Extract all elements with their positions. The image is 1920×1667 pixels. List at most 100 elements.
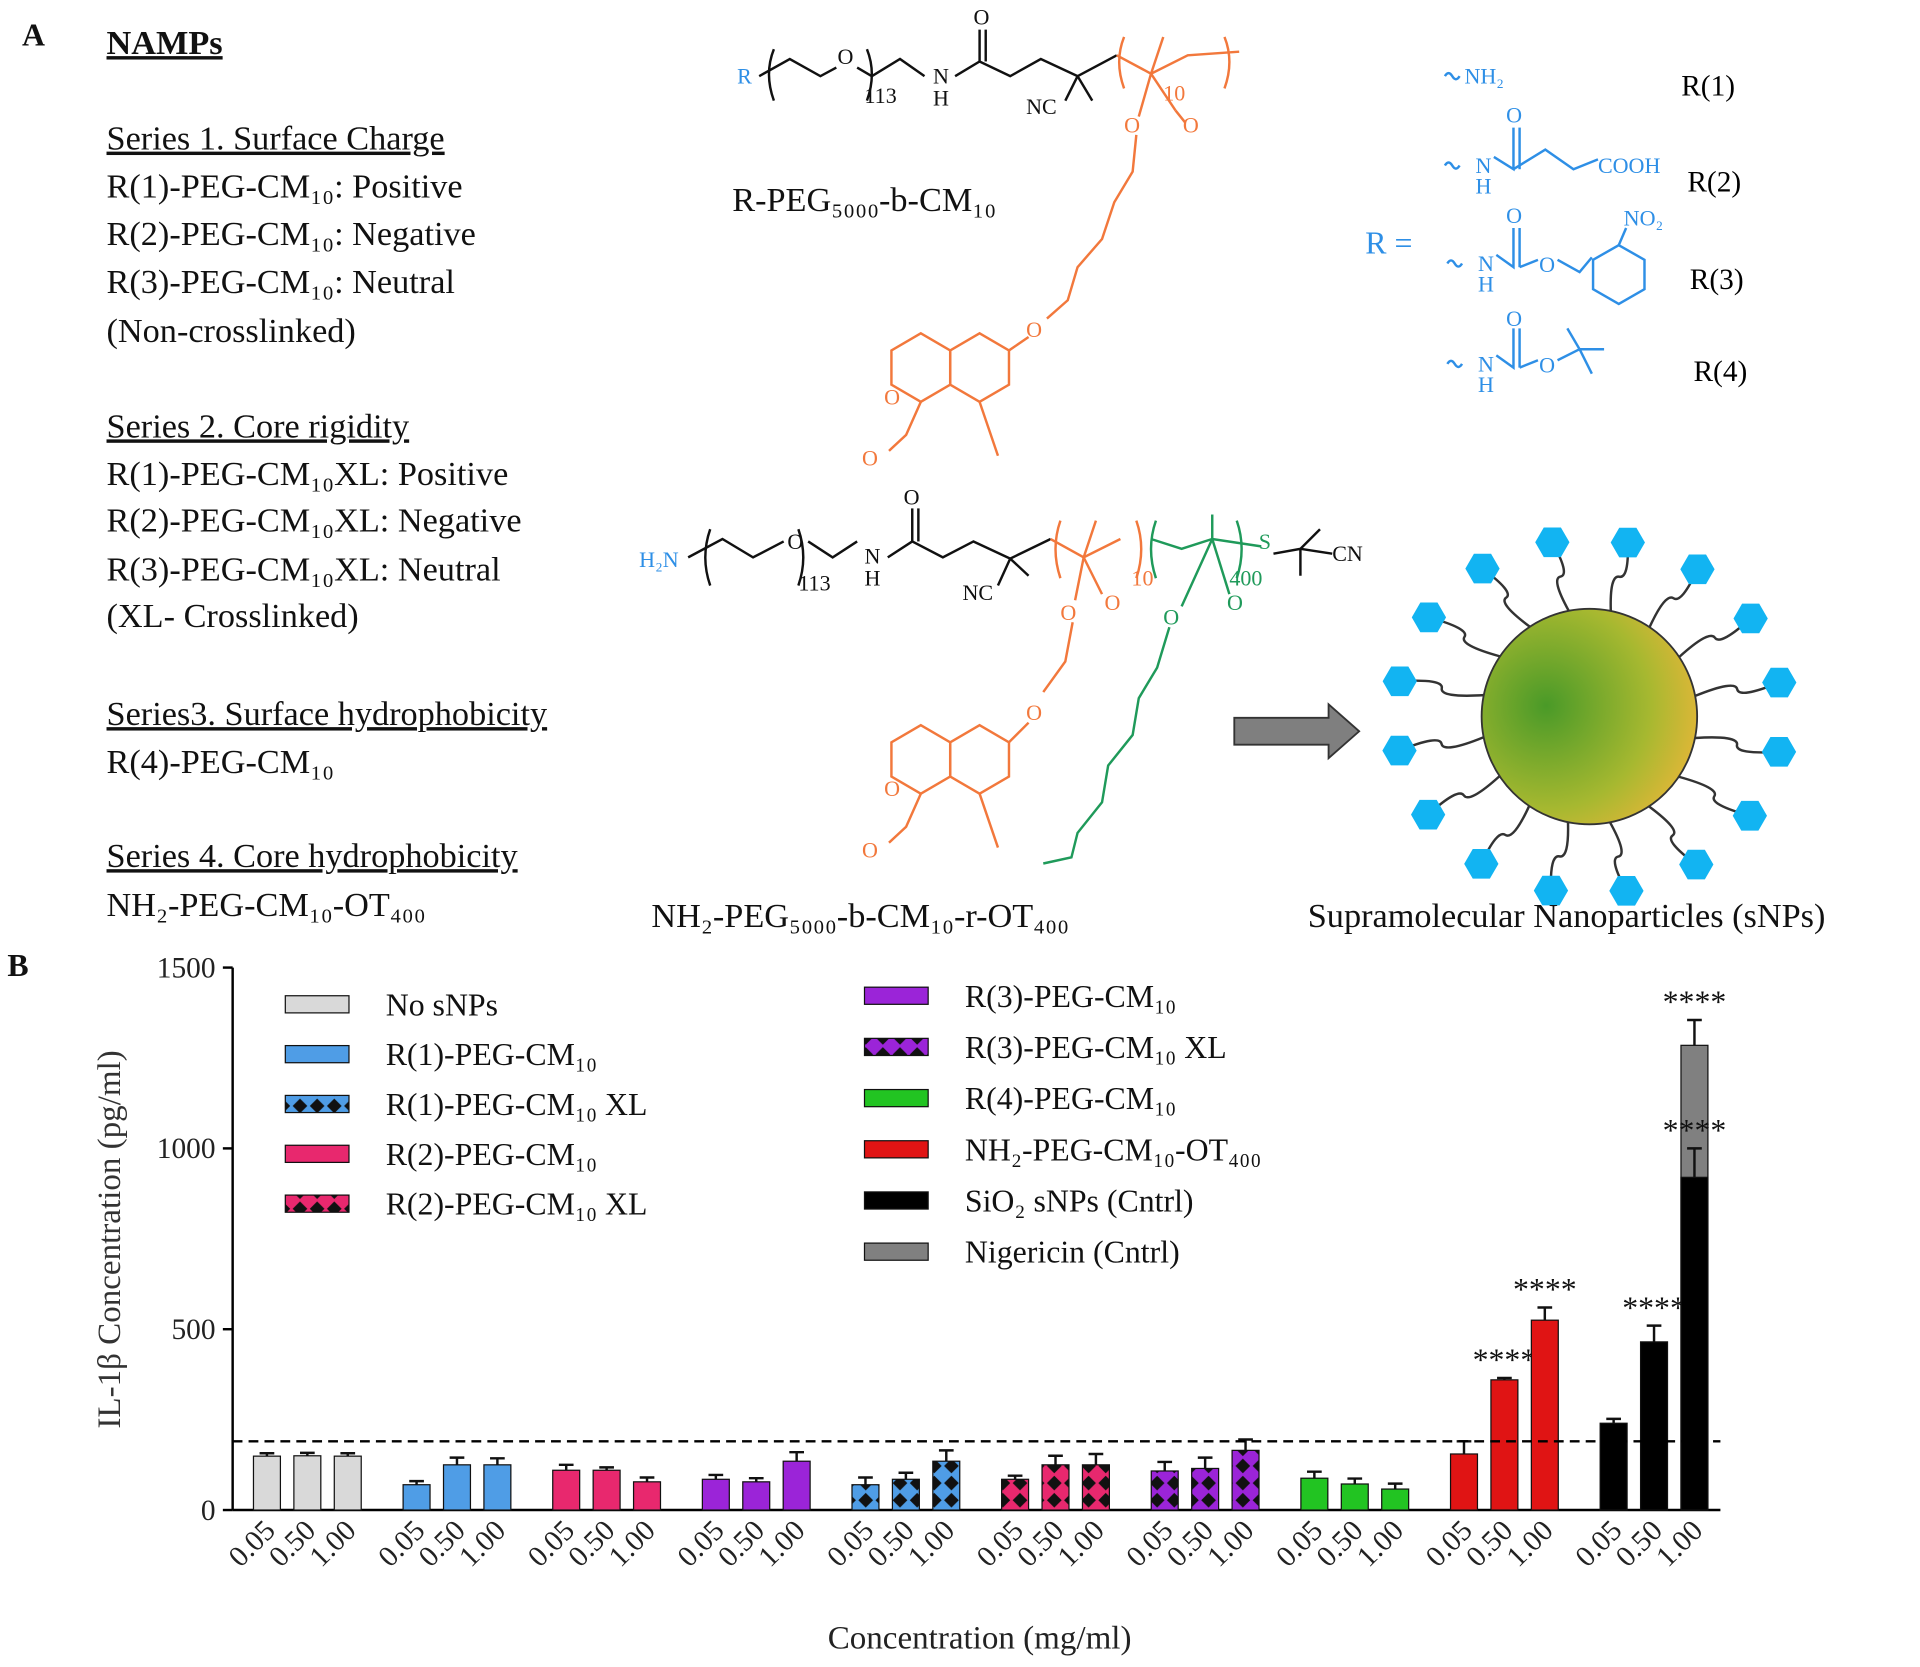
ligand-head bbox=[1465, 553, 1500, 584]
ligand-head bbox=[1464, 848, 1499, 879]
legend-label: R(1)-PEG-CM₁₀ XL bbox=[386, 1087, 648, 1122]
structure-line bbox=[978, 401, 1000, 457]
atom-label: O bbox=[884, 776, 900, 801]
atom-label: H bbox=[1476, 174, 1492, 199]
structure-line bbox=[1137, 73, 1153, 117]
legend-label: R(2)-PEG-CM₁₀ bbox=[386, 1137, 597, 1172]
atom-label: N bbox=[1478, 251, 1494, 276]
atom-label: H bbox=[864, 566, 880, 591]
significance-label: **** bbox=[1663, 985, 1727, 1020]
significance-label: **** bbox=[1622, 1290, 1686, 1325]
atom-label: NO₂ bbox=[1624, 206, 1664, 231]
atom-label: O bbox=[1506, 103, 1522, 128]
ligand bbox=[1694, 681, 1780, 698]
x-tick-label: 1.00 bbox=[304, 1514, 363, 1573]
error-bar bbox=[259, 1452, 275, 1457]
structure-line bbox=[1116, 50, 1240, 76]
error-bar bbox=[789, 1450, 804, 1462]
ligand-head bbox=[1761, 736, 1797, 767]
structure-line bbox=[1495, 227, 1515, 270]
error-bar bbox=[1537, 1306, 1553, 1321]
atom-label: 113 bbox=[864, 83, 896, 108]
series-line: R(3)-PEG-CM₁₀XL: Neutral bbox=[107, 551, 501, 589]
error-bar bbox=[858, 1476, 873, 1485]
atom-label: O bbox=[838, 44, 854, 69]
structure-line bbox=[1443, 161, 1461, 170]
series-heading: Series3. Surface hydrophobicity bbox=[107, 695, 548, 733]
bar bbox=[1191, 1467, 1220, 1511]
atom-label: S bbox=[1259, 529, 1271, 554]
ligand bbox=[1551, 541, 1570, 612]
bar bbox=[742, 1481, 771, 1511]
ligand bbox=[1678, 617, 1752, 658]
structure-line bbox=[1512, 148, 1599, 171]
structure-line bbox=[1149, 36, 1165, 75]
legend-swatch bbox=[284, 1044, 350, 1064]
legend-swatch bbox=[863, 986, 929, 1005]
ligand bbox=[1678, 775, 1751, 817]
structure-caption: R-PEG₅₀₀₀-b-CM₁₀ bbox=[732, 181, 996, 219]
structure-line bbox=[1443, 71, 1461, 81]
bar bbox=[1081, 1464, 1110, 1511]
legend-swatch bbox=[863, 1140, 929, 1159]
ligand-head bbox=[1732, 800, 1768, 831]
structure-line bbox=[948, 331, 1011, 404]
atom-label: COOH bbox=[1598, 153, 1661, 178]
error-bar bbox=[490, 1457, 505, 1465]
error-bar bbox=[599, 1466, 614, 1471]
bar bbox=[252, 1455, 282, 1511]
series-line: R(2)-PEG-CM₁₀: Negative bbox=[107, 215, 476, 253]
bar bbox=[1639, 1341, 1669, 1511]
legend-label: R(3)-PEG-CM₁₀ XL bbox=[965, 1030, 1227, 1065]
x-tick-label: 1.00 bbox=[902, 1514, 961, 1573]
structure-line bbox=[1008, 335, 1030, 352]
structure-line bbox=[1082, 556, 1104, 595]
error-bar bbox=[898, 1471, 914, 1480]
bar bbox=[1680, 1176, 1709, 1511]
ligand-head bbox=[1410, 799, 1446, 830]
error-bar bbox=[938, 1449, 954, 1462]
error-bar bbox=[1007, 1474, 1023, 1480]
ligand-head bbox=[1411, 602, 1447, 633]
structure-line bbox=[1150, 537, 1262, 551]
structure-line bbox=[797, 528, 805, 586]
error-bar bbox=[748, 1476, 764, 1482]
x-tick-label: 1.00 bbox=[1201, 1514, 1260, 1573]
error-bar bbox=[300, 1451, 315, 1456]
ligand-head bbox=[1382, 666, 1417, 697]
structure-line bbox=[888, 793, 922, 844]
error-bar bbox=[1197, 1456, 1213, 1469]
series-heading: Series 4. Core hydrophobicity bbox=[107, 837, 518, 875]
legend-swatch bbox=[284, 1144, 350, 1164]
structure-line bbox=[1578, 348, 1593, 375]
bar bbox=[1231, 1449, 1260, 1511]
atom-label: N bbox=[933, 63, 949, 88]
legend-swatch bbox=[863, 1242, 929, 1261]
group bbox=[687, 508, 1333, 587]
panel-label: A bbox=[22, 18, 45, 53]
structure-line bbox=[807, 540, 858, 559]
legend-label: Nigericin (Cntrl) bbox=[965, 1235, 1180, 1270]
error-bar bbox=[1646, 1324, 1662, 1342]
atom-label: 113 bbox=[798, 570, 830, 595]
legend-label: NH₂-PEG-CM₁₀-OT₄₀₀ bbox=[965, 1132, 1261, 1167]
bar bbox=[592, 1469, 621, 1511]
ligand bbox=[1694, 736, 1780, 754]
atom-label: O bbox=[1539, 252, 1555, 277]
structure-line bbox=[1211, 538, 1231, 595]
atom-label: NC bbox=[1026, 94, 1057, 119]
atom-label: 10 bbox=[1131, 566, 1153, 591]
panel-label: B bbox=[7, 948, 28, 983]
atom-label: CN bbox=[1332, 541, 1363, 566]
atom-label: O bbox=[1163, 605, 1179, 630]
structure-line bbox=[1591, 243, 1646, 306]
legend-swatch bbox=[284, 1094, 350, 1114]
series-heading: Series 1. Surface Charge bbox=[107, 120, 445, 158]
structure-line bbox=[1054, 520, 1062, 579]
ligand bbox=[1608, 821, 1628, 892]
structure-line bbox=[704, 528, 712, 586]
structure-line bbox=[1073, 557, 1085, 601]
atom-label: H₂N bbox=[639, 547, 679, 572]
